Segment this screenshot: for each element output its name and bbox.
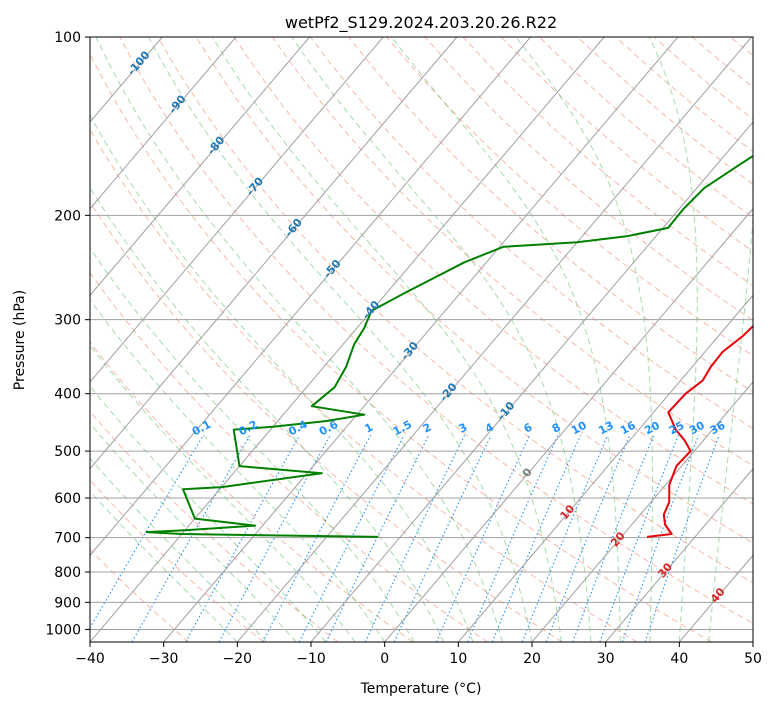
y-tick-label: 800 <box>54 565 81 581</box>
mixing-ratio-line <box>545 434 631 642</box>
reference-lines <box>90 37 753 642</box>
x-tick-label: −30 <box>149 651 179 667</box>
isotherm-line <box>384 207 753 642</box>
chart-title: wetPf2_S129.2024.203.20.26.R22 <box>285 13 557 33</box>
mixing-ratio-line <box>599 434 679 642</box>
x-tick-label: −20 <box>223 651 253 667</box>
mixing-ratio-label: 36 <box>708 419 728 438</box>
isotherm-line <box>531 381 753 642</box>
moist-adiabat <box>90 114 474 642</box>
y-tick-label: 100 <box>54 30 81 46</box>
x-tick-label: 50 <box>744 651 762 667</box>
moist-adiabat <box>90 385 327 642</box>
y-tick-label: 200 <box>54 208 81 224</box>
mixing-ratio-line <box>325 434 430 642</box>
mixing-ratio-label: 20 <box>642 419 662 438</box>
dry-adiabat <box>310 37 753 430</box>
isotherm-line <box>90 37 310 297</box>
mixing-ratio-label: 25 <box>667 419 687 438</box>
x-tick-label: 40 <box>670 651 688 667</box>
plot-area <box>90 37 753 642</box>
y-tick-label: 600 <box>54 491 81 507</box>
moist-adiabat <box>90 344 356 642</box>
y-tick-label: 400 <box>54 387 81 403</box>
moist-adiabat <box>391 37 621 642</box>
isotherm-line <box>457 294 753 642</box>
dry-adiabat <box>157 37 753 584</box>
y-tick-label: 700 <box>54 531 81 547</box>
axes: −40 −30 −20 −10 0 10 20 30 40 50 1000 900 800 700 600 5… <box>45 30 762 667</box>
dewpoint-line <box>145 154 753 538</box>
dry-adiabat <box>233 37 753 505</box>
temperature-line <box>646 324 753 538</box>
dry-adiabat <box>90 271 488 642</box>
dry-adiabat <box>462 37 753 287</box>
dry-adiabat <box>119 37 753 624</box>
isotherm-line <box>90 37 531 557</box>
moist-adiabat <box>95 37 503 642</box>
dry-adiabat <box>90 548 190 642</box>
y-tick-label: 900 <box>54 595 81 611</box>
moist-adiabat <box>708 212 753 642</box>
moist-adiabat <box>90 186 445 642</box>
moist-adiabat <box>90 422 297 642</box>
moist-adiabat <box>90 298 386 642</box>
isotherm-line <box>90 37 458 470</box>
dry-adiabat <box>271 37 753 467</box>
x-tick-label: 0 <box>380 651 389 667</box>
mixing-ratio-line <box>131 434 251 642</box>
mixing-ratio-label: 16 <box>618 419 638 438</box>
isotherm-line <box>90 37 384 383</box>
isotherm-line <box>90 37 237 210</box>
y-tick-label: 1000 <box>45 622 81 638</box>
dry-adiabat <box>90 128 638 642</box>
isotherm-line <box>90 37 605 642</box>
moist-adiabat <box>515 37 653 642</box>
mixing-ratio-line <box>185 434 301 642</box>
mixing-ratio-line <box>644 435 720 642</box>
mixing-ratio-label: 10 <box>569 419 589 438</box>
isotherm-line <box>236 37 752 642</box>
mixing-ratio-line <box>298 434 405 642</box>
y-tick-label: 500 <box>54 444 81 460</box>
dry-adiabat <box>90 479 264 642</box>
isotherm-line <box>163 37 679 642</box>
x-axis-title: Temperature (°C) <box>360 681 482 697</box>
x-tick-label: 30 <box>597 651 615 667</box>
moist-adiabat <box>211 37 562 642</box>
x-tick-label: 20 <box>523 651 541 667</box>
dry-adiabat <box>90 341 414 642</box>
mixing-ratio-label: 13 <box>596 419 616 438</box>
dry-adiabat <box>348 37 753 393</box>
mixing-ratio-line <box>218 434 331 642</box>
moist-adiabat <box>147 37 533 642</box>
x-tick-label: −40 <box>75 651 105 667</box>
mixing-ratio-label: 30 <box>687 419 707 438</box>
plot-frame <box>89 36 754 643</box>
dry-adiabat <box>90 201 563 642</box>
mixing-ratio-line <box>621 435 700 642</box>
x-tick-label: −10 <box>296 651 326 667</box>
moist-adiabat <box>648 37 698 642</box>
moist-adiabat <box>291 37 592 642</box>
mixing-ratio-line <box>90 434 204 629</box>
mixing-ratio-line <box>466 434 559 642</box>
y-axis-title: Pressure (hPa) <box>12 290 28 390</box>
isotherm-line <box>310 121 753 642</box>
mixing-ratio-line <box>491 434 582 642</box>
profile-lines <box>145 154 753 538</box>
y-tick-label: 300 <box>54 313 81 329</box>
mixing-ratio-line <box>572 434 655 642</box>
x-tick-label: 10 <box>449 651 467 667</box>
isotherm-line <box>605 467 753 642</box>
moist-adiabat <box>90 247 415 642</box>
mixing-ratio-line <box>262 434 372 642</box>
